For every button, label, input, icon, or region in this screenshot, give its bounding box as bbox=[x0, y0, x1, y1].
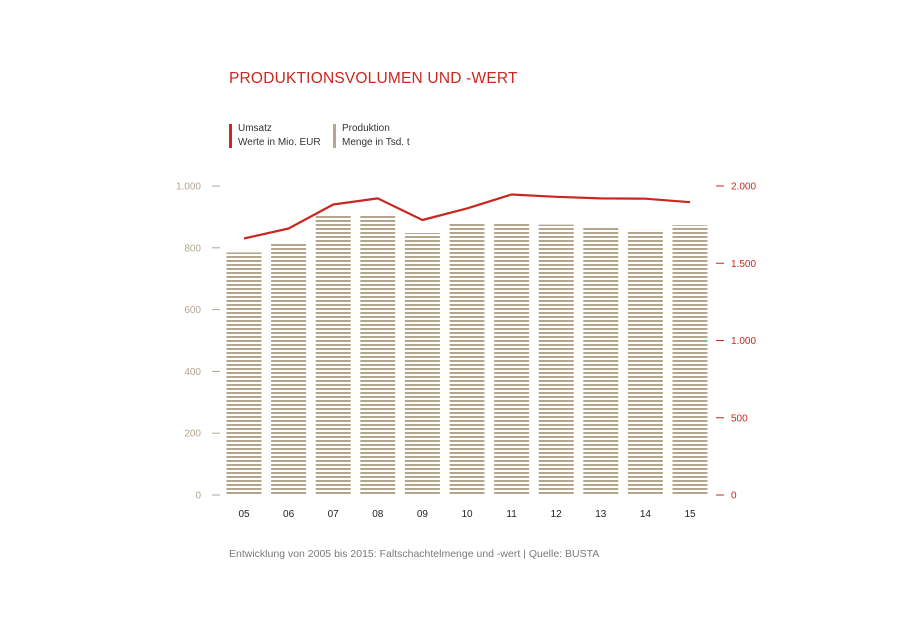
left-tick-label: 200 bbox=[184, 429, 201, 440]
left-tick-label: 600 bbox=[184, 305, 201, 316]
bar-produktion-10 bbox=[449, 223, 485, 495]
right-tick-label: 1.000 bbox=[731, 336, 756, 347]
x-tick-label-09: 09 bbox=[417, 509, 429, 520]
bar-produktion-09 bbox=[404, 233, 440, 495]
bar-produktion-14 bbox=[627, 229, 663, 495]
bar-produktion-08 bbox=[360, 214, 396, 495]
right-tick-label: 0 bbox=[731, 491, 737, 502]
left-tick-label: 1.000 bbox=[176, 182, 201, 193]
x-tick-label-07: 07 bbox=[328, 509, 340, 520]
umsatz-line-group bbox=[243, 193, 691, 240]
bar-produktion-13 bbox=[583, 226, 619, 495]
left-tick-label: 800 bbox=[184, 243, 201, 254]
left-tick-label: 400 bbox=[184, 367, 201, 378]
bar-produktion-06 bbox=[271, 243, 307, 495]
x-tick-label-15: 15 bbox=[684, 509, 696, 520]
x-tick-label-11: 11 bbox=[506, 509, 517, 520]
bar-produktion-07 bbox=[315, 215, 351, 495]
bar-produktion-12 bbox=[538, 224, 574, 495]
legend-produktion-unit: Menge in Tsd. t bbox=[342, 137, 410, 148]
x-axis: 05 06 07 08 09 10 11 12 13 14 15 bbox=[238, 509, 696, 520]
legend-produktion-swatch bbox=[333, 124, 336, 148]
source-note: Entwicklung von 2005 bis 2015: Faltschac… bbox=[229, 548, 600, 560]
right-tick-label: 2.000 bbox=[731, 182, 756, 193]
legend-umsatz-text: Umsatz Werte in Mio. EUR bbox=[238, 122, 321, 150]
x-tick-label-06: 06 bbox=[283, 509, 295, 520]
x-tick-label-12: 12 bbox=[551, 509, 563, 520]
left-tick-label: 0 bbox=[195, 491, 201, 502]
x-tick-label-10: 10 bbox=[461, 509, 473, 520]
legend-umsatz-swatch bbox=[229, 124, 232, 148]
legend-umsatz-label: Umsatz bbox=[238, 123, 272, 134]
chart-title: PRODUKTIONSVOLUMEN UND -WERT bbox=[229, 70, 518, 87]
x-tick-label-13: 13 bbox=[595, 509, 607, 520]
right-tick-label: 500 bbox=[731, 413, 748, 424]
legend-umsatz-unit: Werte in Mio. EUR bbox=[238, 137, 321, 148]
x-tick-label-14: 14 bbox=[640, 509, 652, 520]
bar-produktion-15 bbox=[672, 225, 708, 495]
x-tick-label-05: 05 bbox=[238, 509, 250, 520]
bars-group bbox=[226, 214, 708, 495]
right-axis: 0 500 1.000 1.500 2.000 bbox=[716, 182, 756, 502]
bar-produktion-11 bbox=[494, 224, 530, 495]
bar-produktion-05 bbox=[226, 252, 262, 495]
x-tick-label-08: 08 bbox=[372, 509, 384, 520]
legend-produktion-label: Produktion bbox=[342, 123, 390, 134]
legend-produktion-text: Produktion Menge in Tsd. t bbox=[342, 122, 410, 150]
right-tick-label: 1.500 bbox=[731, 259, 756, 270]
left-axis: 0 200 400 600 800 1.000 bbox=[176, 182, 220, 502]
